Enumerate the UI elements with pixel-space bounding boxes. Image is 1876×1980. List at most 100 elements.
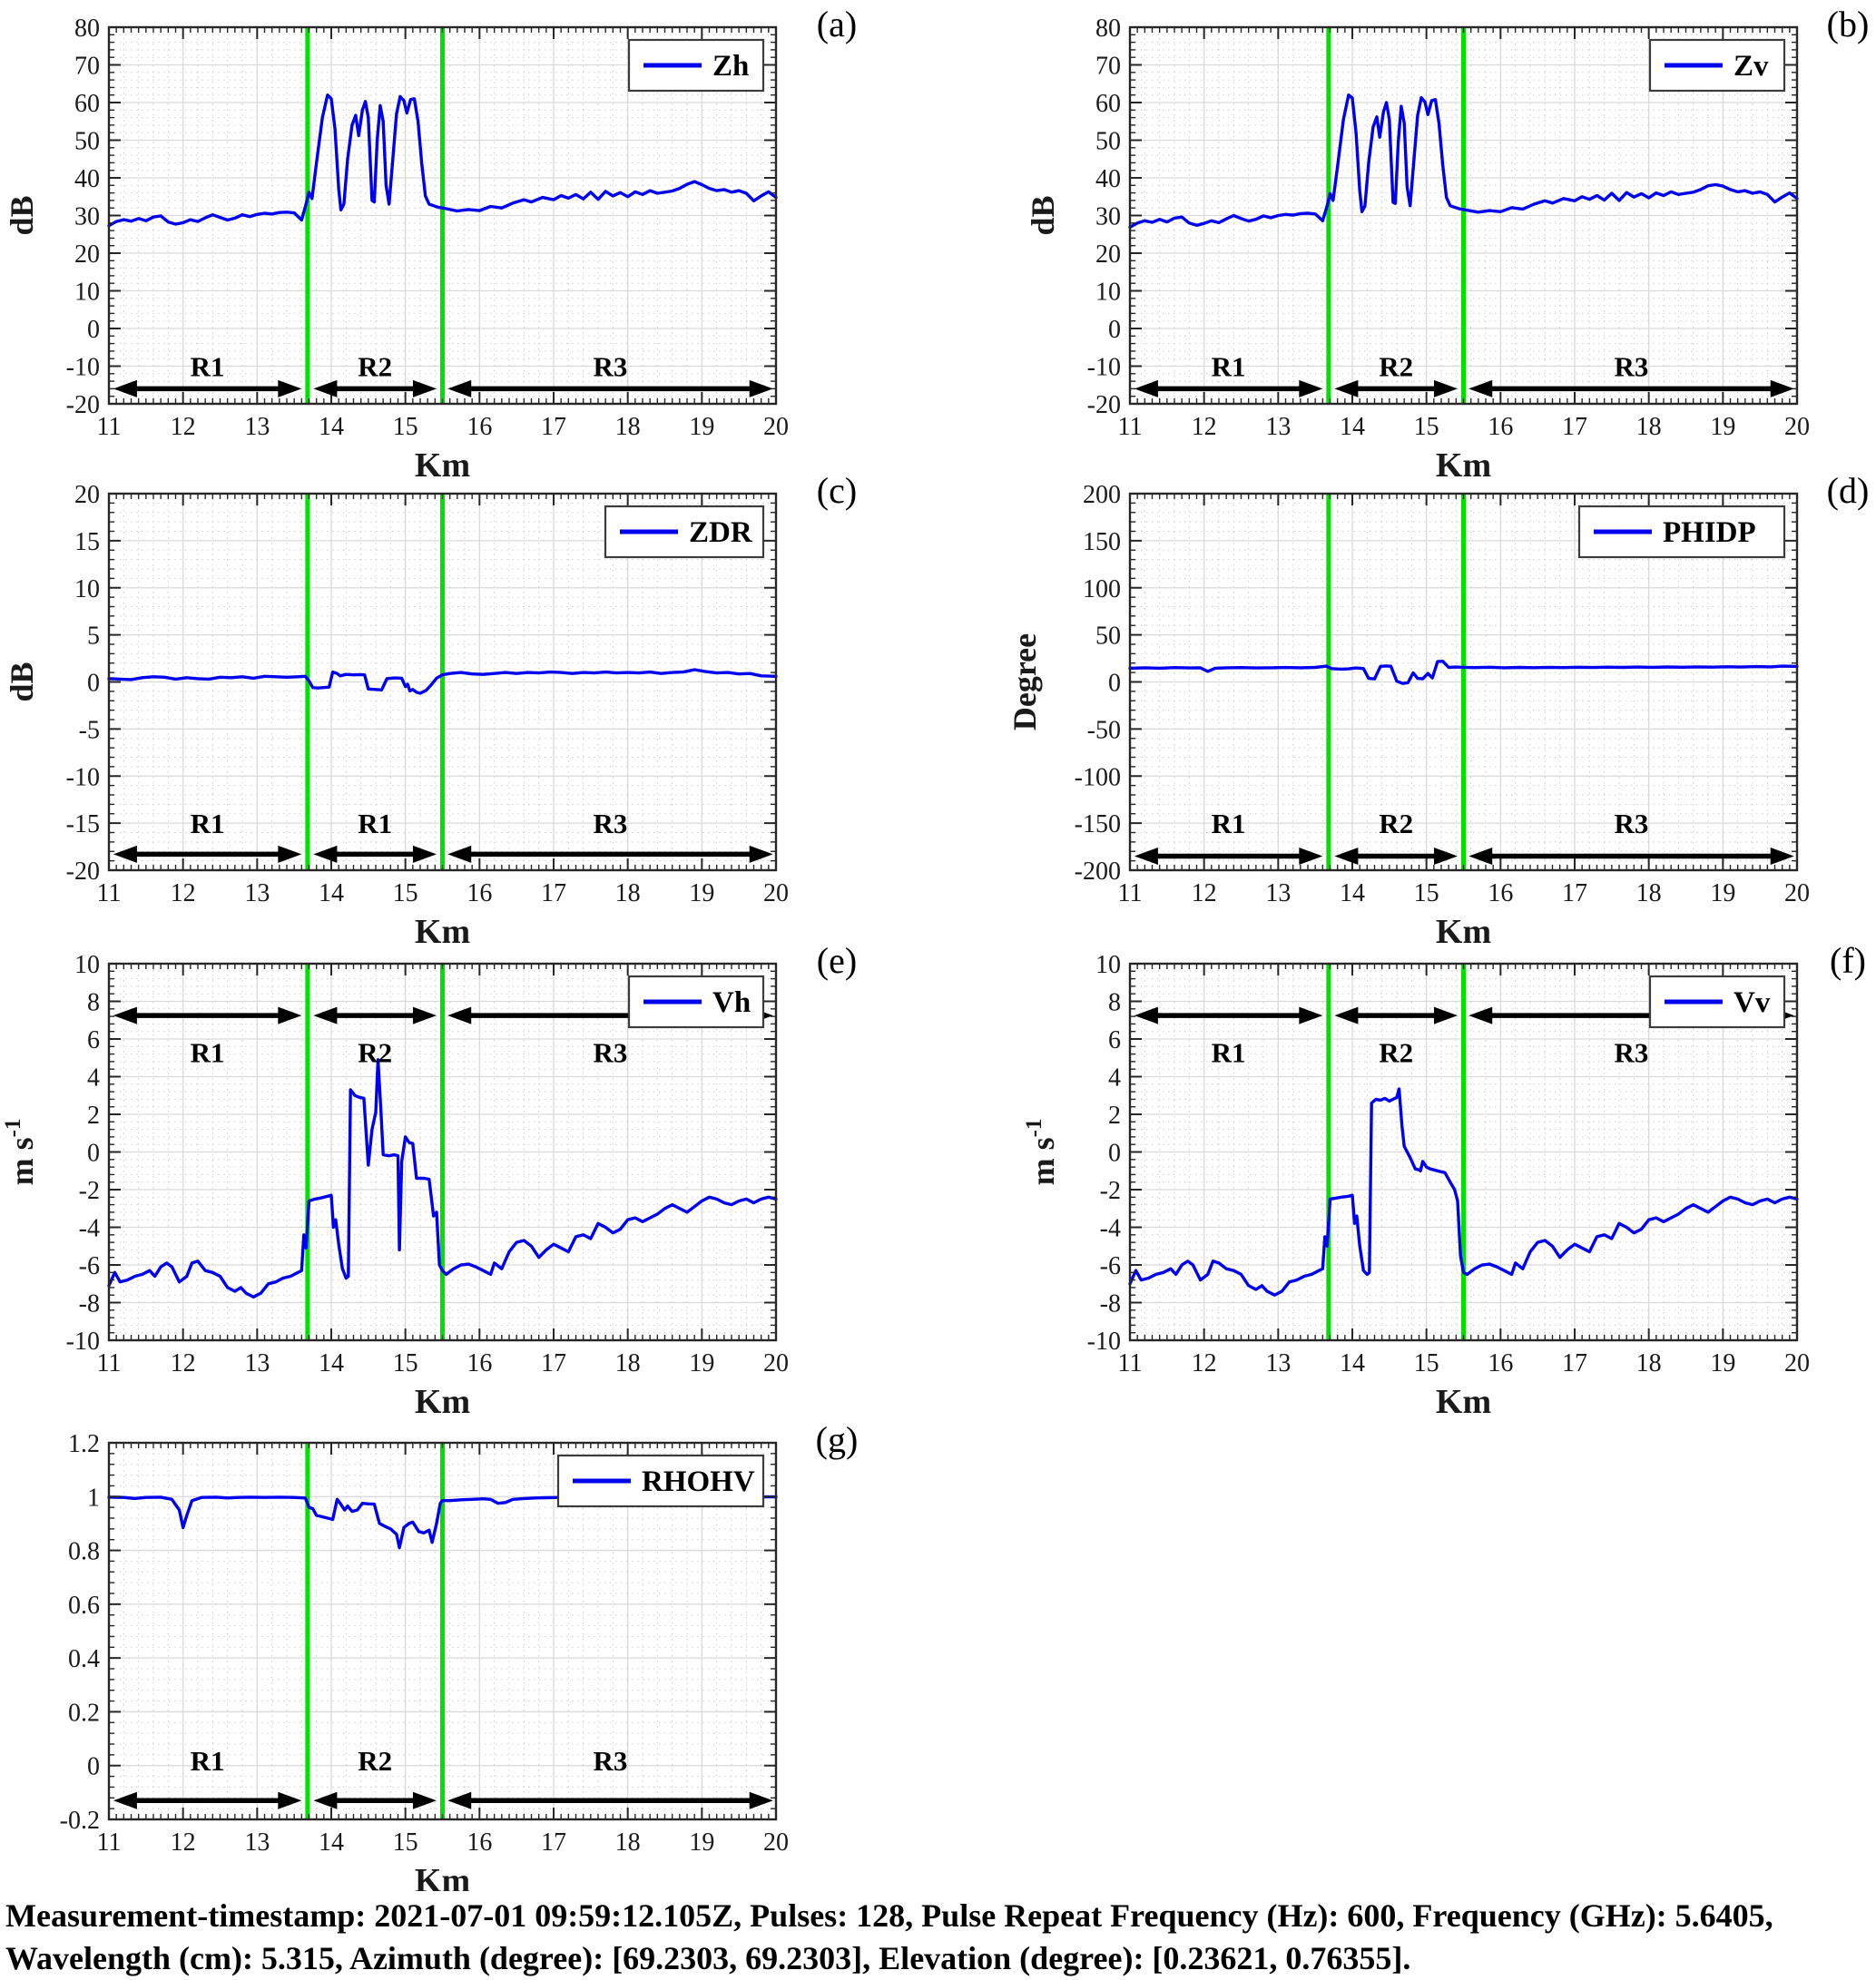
arrowhead-right-icon [1433, 1006, 1458, 1024]
subplot-b: 11 12 13 14 15 16 17 18 19 20 -20 -10 0 10 20 30 40 50 60 7… [1025, 4, 1869, 485]
x-tick-label: 15 [1414, 413, 1439, 441]
y-tick-label: 10 [74, 279, 100, 307]
region-label-R3: R3 [1615, 1037, 1649, 1069]
y-tick-label: -20 [1087, 391, 1121, 419]
region-label-R1: R1 [191, 1037, 225, 1069]
subplot-a: 11 12 13 14 15 16 17 18 19 20 -20 -10 0 10 20 30 40 50 60 7… [4, 4, 857, 485]
arrowhead-left-icon [313, 1006, 338, 1024]
x-tick-label: 19 [1710, 1349, 1735, 1377]
legend-b: Zv [1648, 38, 1786, 93]
arrowhead-right-icon [278, 379, 302, 397]
region-label-R1: R1 [358, 808, 392, 839]
arrowhead-left-icon [447, 845, 472, 863]
y-tick-label: 80 [1095, 15, 1121, 43]
series-line-Zv [1128, 93, 1799, 230]
arrowhead-left-icon [1134, 847, 1158, 865]
x-tick-label: 15 [393, 1828, 418, 1857]
y-tick-label: 6 [1108, 1026, 1121, 1054]
x-tick-label: 16 [1488, 1349, 1513, 1377]
x-tick-label: 17 [541, 1349, 566, 1377]
x-tick-label: 18 [1636, 1349, 1662, 1377]
legend-label: PHIDP [1663, 516, 1756, 549]
x-tick-label: 18 [615, 1828, 641, 1857]
region-label-R3: R3 [594, 808, 628, 839]
x-tick-label: 17 [541, 1828, 566, 1857]
legend-label: Zh [712, 50, 749, 83]
y-tick-label: -100 [1075, 763, 1121, 791]
x-tick-label: 11 [1118, 413, 1143, 441]
legend-f: Vv [1648, 975, 1786, 1029]
x-tick-label: 13 [244, 1349, 270, 1377]
y-tick-label: 10 [74, 951, 100, 979]
y-tick-label: 4 [87, 1064, 100, 1093]
y-tick-label: -2 [1100, 1177, 1121, 1205]
arrowhead-left-icon [313, 845, 338, 863]
y-tick-label: -2 [79, 1177, 100, 1205]
y-tick-label: 0.8 [68, 1538, 100, 1566]
y-tick-label: -8 [1100, 1290, 1121, 1318]
x-tick-label: 13 [244, 413, 270, 441]
measurement-metadata: Measurement-timestamp: 2021-07-01 09:59:… [5, 1895, 1773, 1980]
arrowhead-left-icon [1334, 1006, 1359, 1024]
x-axis-label: Km [415, 913, 470, 951]
y-tick-label: 0 [1108, 670, 1121, 698]
arrowhead-right-icon [1770, 379, 1794, 397]
x-tick-label: 14 [1340, 1349, 1365, 1377]
arrowhead-right-icon [1299, 379, 1323, 397]
x-tick-label: 15 [393, 1349, 418, 1377]
x-tick-label: 15 [1414, 1349, 1439, 1377]
arrowhead-left-icon [1334, 847, 1359, 865]
x-tick-label: 15 [393, 413, 418, 441]
subplot-d: 11 12 13 14 15 16 17 18 19 20 -200 -150 -100 -50 0 50 10… [1007, 470, 1869, 951]
y-axis-label: dB [4, 662, 40, 701]
arrowhead-right-icon [412, 1791, 437, 1809]
x-tick-label: 12 [171, 413, 196, 441]
x-tick-label: 20 [763, 1349, 789, 1377]
y-tick-label: 60 [1095, 90, 1121, 118]
arrowhead-left-icon [313, 379, 338, 397]
charts-canvas: 11 12 13 14 15 16 17 18 19 20-20-1001020304050607… [1, 4, 1869, 1891]
y-tick-label: 20 [74, 481, 100, 509]
x-tick-label: 20 [1784, 879, 1810, 907]
arrowhead-right-icon [278, 845, 302, 863]
x-axis-label: Km [1436, 913, 1491, 951]
y-tick-label: 1.2 [68, 1430, 100, 1458]
y-tick-label: 0 [1108, 316, 1121, 344]
y-tick-label: 40 [74, 165, 100, 193]
y-tick-label: 1 [87, 1484, 100, 1512]
x-tick-label: 13 [244, 1828, 270, 1857]
y-axis-label: m s-1 [1, 1119, 40, 1186]
y-axis-label: dB [4, 195, 40, 235]
arrowhead-left-icon [447, 1006, 472, 1024]
x-tick-label: 12 [171, 879, 196, 907]
region-label-R3: R3 [594, 1037, 628, 1069]
y-tick-label: 80 [74, 15, 100, 43]
y-tick-label: 5 [87, 622, 100, 651]
y-tick-label: 100 [1083, 575, 1121, 603]
x-tick-label: 17 [1562, 879, 1587, 907]
x-tick-label: 11 [1118, 879, 1143, 907]
region-label-R1: R1 [1212, 351, 1246, 383]
region-label-R2: R2 [1379, 1037, 1413, 1069]
y-tick-label: 0.2 [68, 1699, 100, 1727]
y-tick-label: -15 [66, 810, 100, 838]
metadata-line-2: Wavelength (cm): 5.315, Azimuth (degree)… [5, 1940, 1411, 1976]
y-tick-label: 8 [1108, 989, 1121, 1017]
y-axis-label: dB [1025, 195, 1061, 235]
x-tick-label: 18 [1636, 413, 1662, 441]
y-tick-label: -10 [1087, 354, 1121, 382]
y-tick-label: -6 [1100, 1252, 1121, 1280]
panel-letter-a: (a) [817, 4, 857, 44]
x-tick-label: 11 [97, 1349, 122, 1377]
x-tick-label: 16 [467, 1828, 492, 1857]
x-tick-label: 13 [244, 879, 270, 907]
region-label-R1: R1 [191, 1745, 225, 1777]
y-tick-label: -10 [66, 763, 100, 791]
subplot-f: 11 12 13 14 15 16 17 18 19 20 -10 -8 -6 -4 -2 0 2 4 6 8 10 Km… [1022, 940, 1866, 1421]
arrowhead-right-icon [1299, 1006, 1323, 1024]
y-tick-label: 50 [1095, 128, 1121, 156]
x-tick-label: 11 [97, 1828, 122, 1857]
panel-letter-b: (b) [1827, 4, 1870, 44]
x-tick-label: 18 [615, 879, 641, 907]
panel-letter-g: (g) [816, 1419, 859, 1460]
